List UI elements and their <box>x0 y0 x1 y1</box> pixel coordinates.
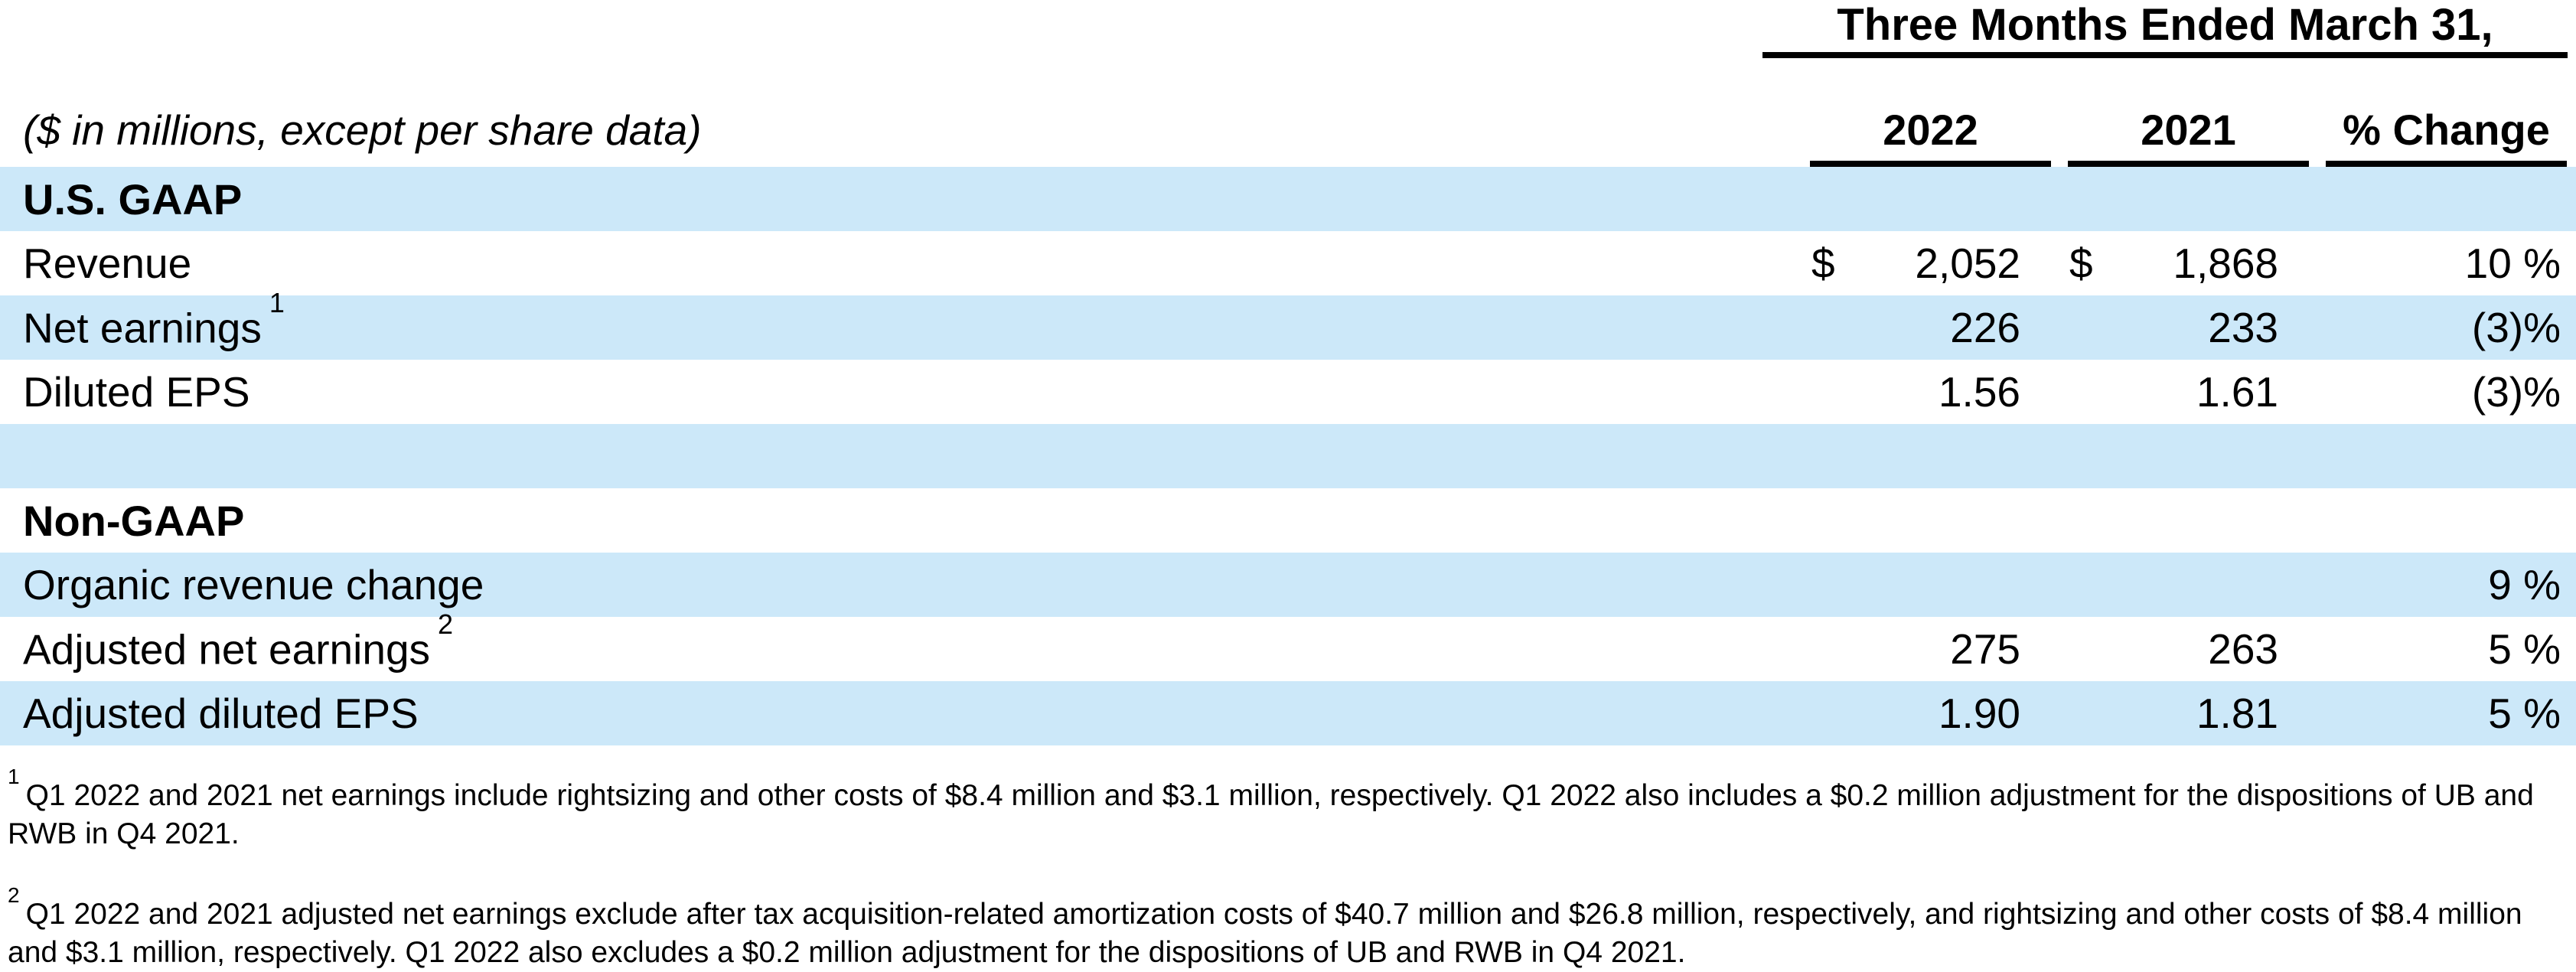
value-2021: 1.61 <box>2196 368 2278 416</box>
table-row: Adjusted net earnings2 275 263 5 % <box>0 608 2576 681</box>
row-label: Diluted EPS <box>23 368 250 416</box>
value-2022: 275 <box>1950 625 2020 673</box>
footnote-marker: 2 <box>8 883 20 907</box>
dollar-sign <box>2068 303 2069 352</box>
table-header-period-row: Three Months Ended March 31, <box>0 2 2576 58</box>
pct-change-value: 10 % <box>2464 240 2561 287</box>
pct-change-value: 5 % <box>2488 625 2561 673</box>
col-header-2022: 2022 <box>1810 105 2051 167</box>
period-header: Three Months Ended March 31, <box>1762 2 2568 58</box>
value-2022-cell: 226 <box>1810 303 2051 352</box>
dollar-sign: $ <box>1811 240 1835 287</box>
table-row: U.S. GAAP <box>0 167 2576 231</box>
value-2021-cell: 233 <box>2068 303 2309 352</box>
dollar-sign <box>2068 689 2069 738</box>
footnote-marker: 2 <box>438 608 454 641</box>
table-header-columns-row: ($ in millions, except per share data) 2… <box>0 58 2576 167</box>
dollar-sign: $ <box>2069 240 2093 287</box>
value-2022: 1.90 <box>1938 690 2020 737</box>
dollar-sign <box>2068 367 2069 416</box>
dollar-sign <box>1810 367 1811 416</box>
dollar-sign <box>2068 625 2069 674</box>
row-label: Non-GAAP <box>23 496 245 545</box>
value-2022: 226 <box>1950 304 2020 351</box>
table-row: Diluted EPS 1.56 1.61 (3)% <box>0 360 2576 424</box>
value-2022: 2,052 <box>1915 240 2020 287</box>
row-label: Organic revenue change <box>23 561 484 608</box>
value-2021: 1.81 <box>2196 690 2278 737</box>
header-right-margin <box>2568 2 2576 58</box>
footnotes: 1Q1 2022 and 2021 net earnings include r… <box>8 765 2568 972</box>
value-2022-cell: 1.90 <box>1810 689 2051 738</box>
table-row: Organic revenue change 9 % <box>0 553 2576 617</box>
value-2022-cell: 275 <box>1810 625 2051 674</box>
dollar-sign <box>1810 303 1811 352</box>
value-2021: 233 <box>2208 304 2278 351</box>
table-row: Adjusted diluted EPS 1.90 1.81 5 % <box>0 681 2576 745</box>
pct-change-value: (3)% <box>2471 368 2561 416</box>
table-subtitle: ($ in millions, except per share data) <box>23 106 702 154</box>
footnote-1: 1Q1 2022 and 2021 net earnings include r… <box>8 765 2534 850</box>
value-2022-cell: 1.56 <box>1810 367 2051 416</box>
row-label: Revenue <box>23 240 192 287</box>
value-2021-cell: 1.81 <box>2068 689 2309 738</box>
footnote-marker: 1 <box>269 287 285 319</box>
value-2021-cell: 263 <box>2068 625 2309 674</box>
col-header-2021: 2021 <box>2068 105 2309 167</box>
value-2022: 1.56 <box>1938 368 2020 416</box>
value-2021-cell: $1,868 <box>2068 239 2309 288</box>
table-row: Net earnings1 226 233 (3)% <box>0 287 2576 360</box>
row-label: Adjusted diluted EPS <box>23 690 419 737</box>
row-label: Net earnings1 <box>23 287 285 352</box>
pct-change-value: 9 % <box>2488 561 2561 608</box>
table-body: U.S. GAAP Revenue $2,052 $1,868 10 % Net earn… <box>0 167 2576 745</box>
col-header-pct-change: % Change <box>2326 105 2567 167</box>
row-label: Adjusted net earnings2 <box>23 608 454 674</box>
value-2021: 1,868 <box>2173 240 2278 287</box>
table-row: Non-GAAP <box>0 488 2576 553</box>
table-row <box>0 424 2576 488</box>
value-2022-cell: $2,052 <box>1810 239 2051 288</box>
row-label: U.S. GAAP <box>23 175 243 223</box>
pct-change-value: 5 % <box>2488 690 2561 737</box>
value-2021: 263 <box>2208 625 2278 673</box>
footnote-marker: 1 <box>8 765 20 788</box>
header-spacer <box>0 2 1762 58</box>
dollar-sign <box>1810 625 1811 674</box>
table-row: Revenue $2,052 $1,868 10 % <box>0 231 2576 295</box>
pct-change-value: (3)% <box>2471 304 2561 351</box>
footnote-2: 2Q1 2022 and 2021 adjusted net earnings … <box>8 883 2522 969</box>
dollar-sign <box>1810 689 1811 738</box>
value-2021-cell: 1.61 <box>2068 367 2309 416</box>
